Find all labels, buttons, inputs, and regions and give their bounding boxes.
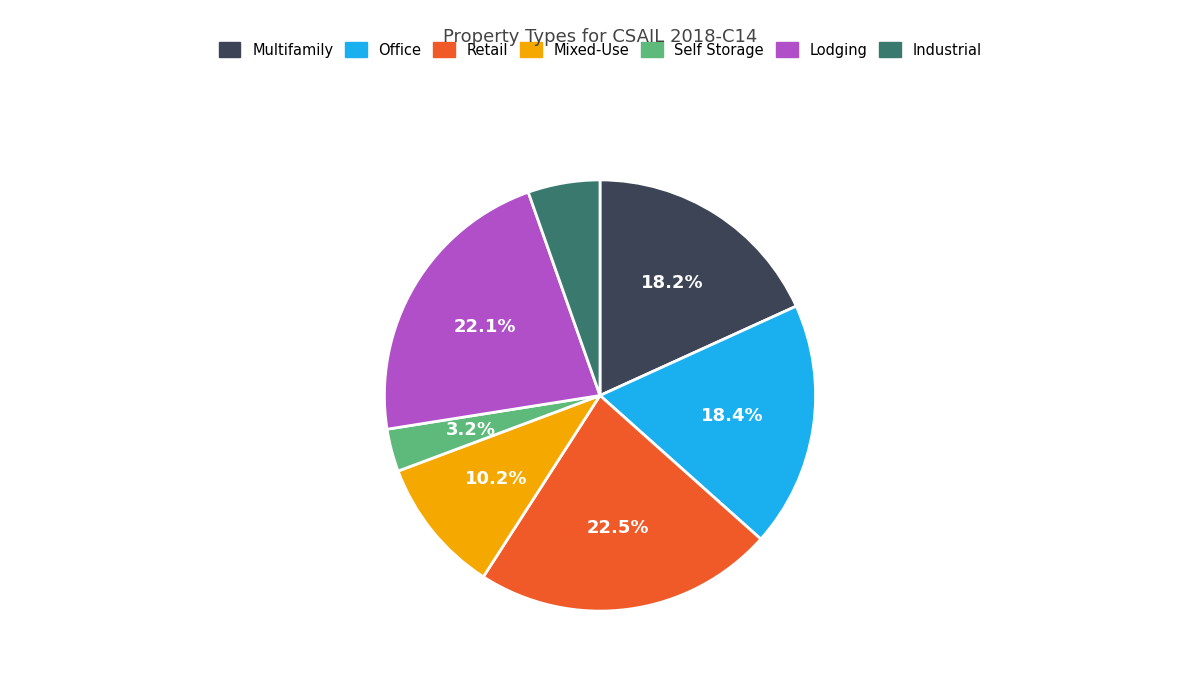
Wedge shape <box>484 395 761 611</box>
Wedge shape <box>398 395 600 577</box>
Text: 3.2%: 3.2% <box>445 421 496 439</box>
Text: 18.2%: 18.2% <box>641 274 703 292</box>
Legend: Multifamily, Office, Retail, Mixed-Use, Self Storage, Lodging, Industrial: Multifamily, Office, Retail, Mixed-Use, … <box>212 36 988 63</box>
Wedge shape <box>384 193 600 429</box>
Text: 18.4%: 18.4% <box>701 407 763 425</box>
Wedge shape <box>528 180 600 396</box>
Text: 22.5%: 22.5% <box>587 519 649 537</box>
Text: Property Types for CSAIL 2018-C14: Property Types for CSAIL 2018-C14 <box>443 28 757 46</box>
Wedge shape <box>600 180 797 396</box>
Wedge shape <box>600 306 816 539</box>
Wedge shape <box>388 395 600 471</box>
Text: 10.2%: 10.2% <box>464 470 527 489</box>
Text: 22.1%: 22.1% <box>454 318 516 336</box>
